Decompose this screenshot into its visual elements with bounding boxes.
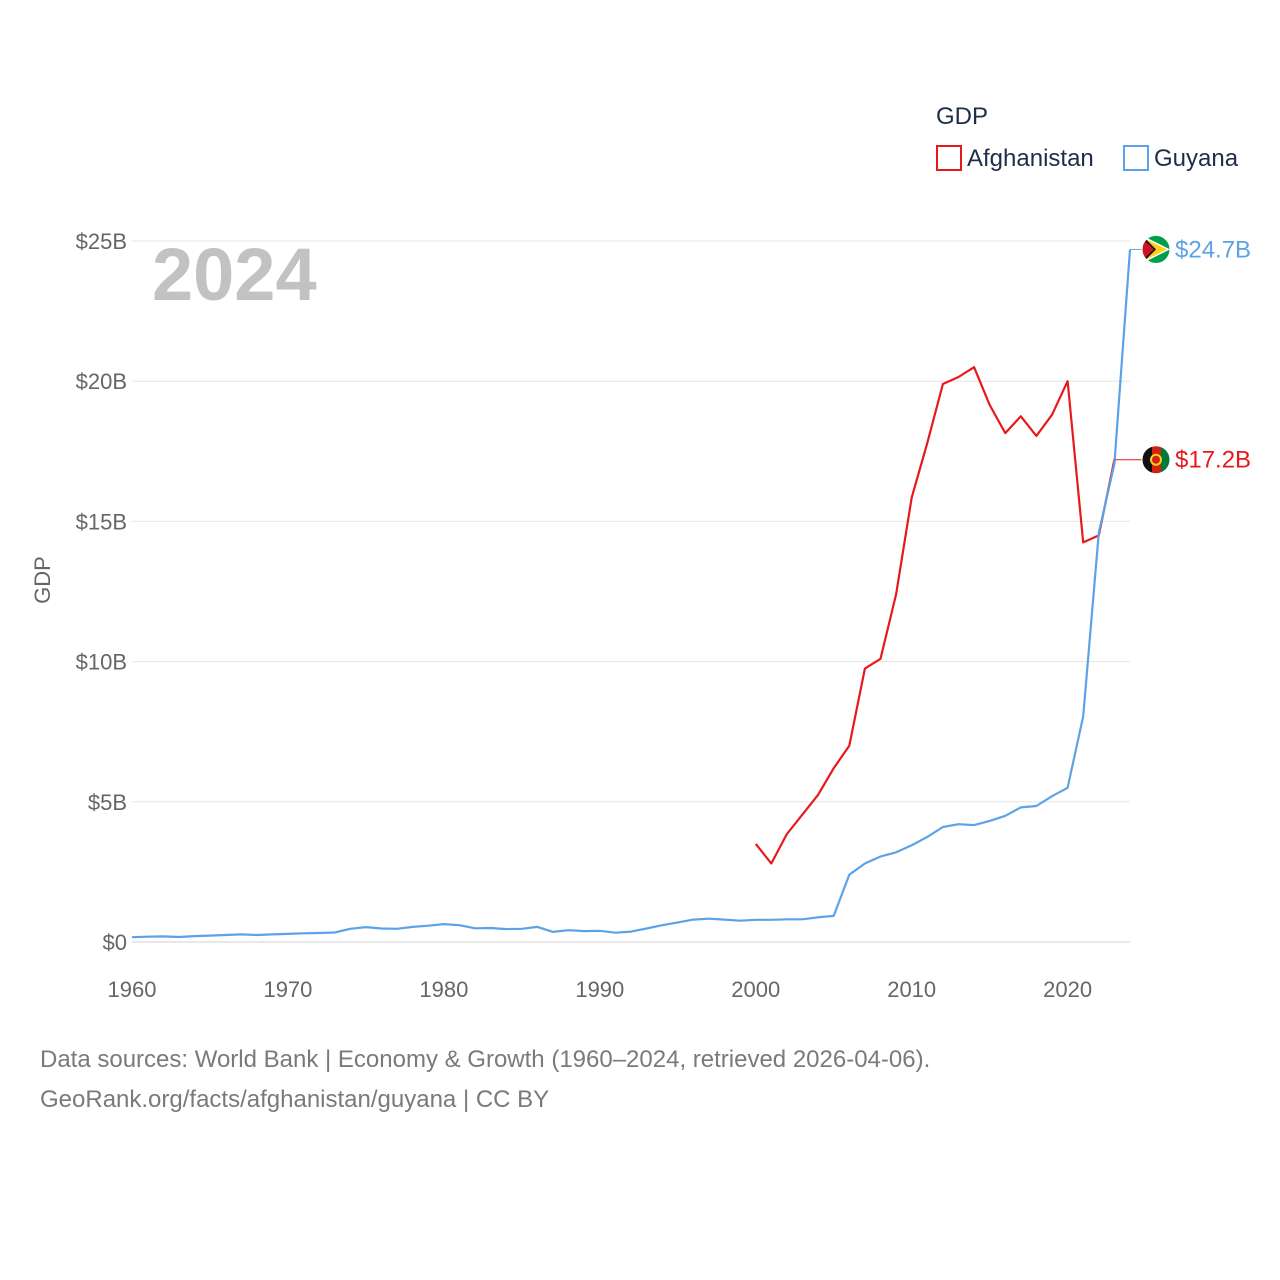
y-tick-label: $20B: [76, 369, 127, 394]
x-tick-label: 2010: [887, 977, 936, 1002]
legend-label-afghanistan: Afghanistan: [967, 145, 1094, 172]
legend-label-guyana: Guyana: [1154, 145, 1239, 172]
x-tick-label: 1970: [263, 977, 312, 1002]
guyana-flag-icon: [1141, 234, 1171, 264]
end-value-label-afghanistan: $17.2B: [1175, 447, 1251, 474]
y-axis-ticks: $0 $5B $10B $15B $20B $25B: [76, 229, 127, 955]
afghanistan-flag-icon: [1141, 445, 1171, 475]
legend-item-afghanistan[interactable]: Afghanistan: [936, 145, 1094, 172]
series-lines: [131, 249, 1132, 939]
y-tick-label: $5B: [88, 790, 127, 815]
gridlines: [132, 240, 1130, 943]
end-value-label-guyana: $24.7B: [1175, 236, 1251, 263]
x-tick-label: 1990: [575, 977, 624, 1002]
x-tick-label: 2020: [1043, 977, 1092, 1002]
legend: GDP Afghanistan Guyana: [936, 103, 1239, 172]
x-tick-label: 2000: [731, 977, 780, 1002]
source-url[interactable]: GeoRank.org/facts/afghanistan/guyana | C…: [40, 1086, 550, 1113]
x-tick-label: 1980: [419, 977, 468, 1002]
legend-title: GDP: [936, 103, 988, 130]
year-badge: 2024: [152, 233, 317, 316]
y-tick-label: $25B: [76, 229, 127, 254]
legend-item-guyana[interactable]: Guyana: [1123, 145, 1239, 172]
footer: Data sources: World Bank | Economy & Gro…: [40, 1040, 930, 1120]
x-tick-label: 1960: [108, 977, 157, 1002]
y-tick-label: $10B: [76, 650, 127, 675]
legend-swatch-guyana: [1123, 145, 1149, 171]
series-line-afghanistan[interactable]: [754, 366, 1116, 865]
y-tick-label: $15B: [76, 509, 127, 534]
legend-swatch-afghanistan: [936, 145, 962, 171]
series-line-guyana[interactable]: [131, 249, 1132, 939]
data-source-note: Data sources: World Bank | Economy & Gro…: [40, 1046, 931, 1073]
y-axis-label: GDP: [30, 556, 55, 604]
y-tick-label: $0: [103, 930, 127, 955]
end-markers: $17.2B $24.7B: [1114, 234, 1251, 475]
x-axis-ticks: 1960 1970 1980 1990 2000 2010 2020: [108, 977, 1093, 1002]
